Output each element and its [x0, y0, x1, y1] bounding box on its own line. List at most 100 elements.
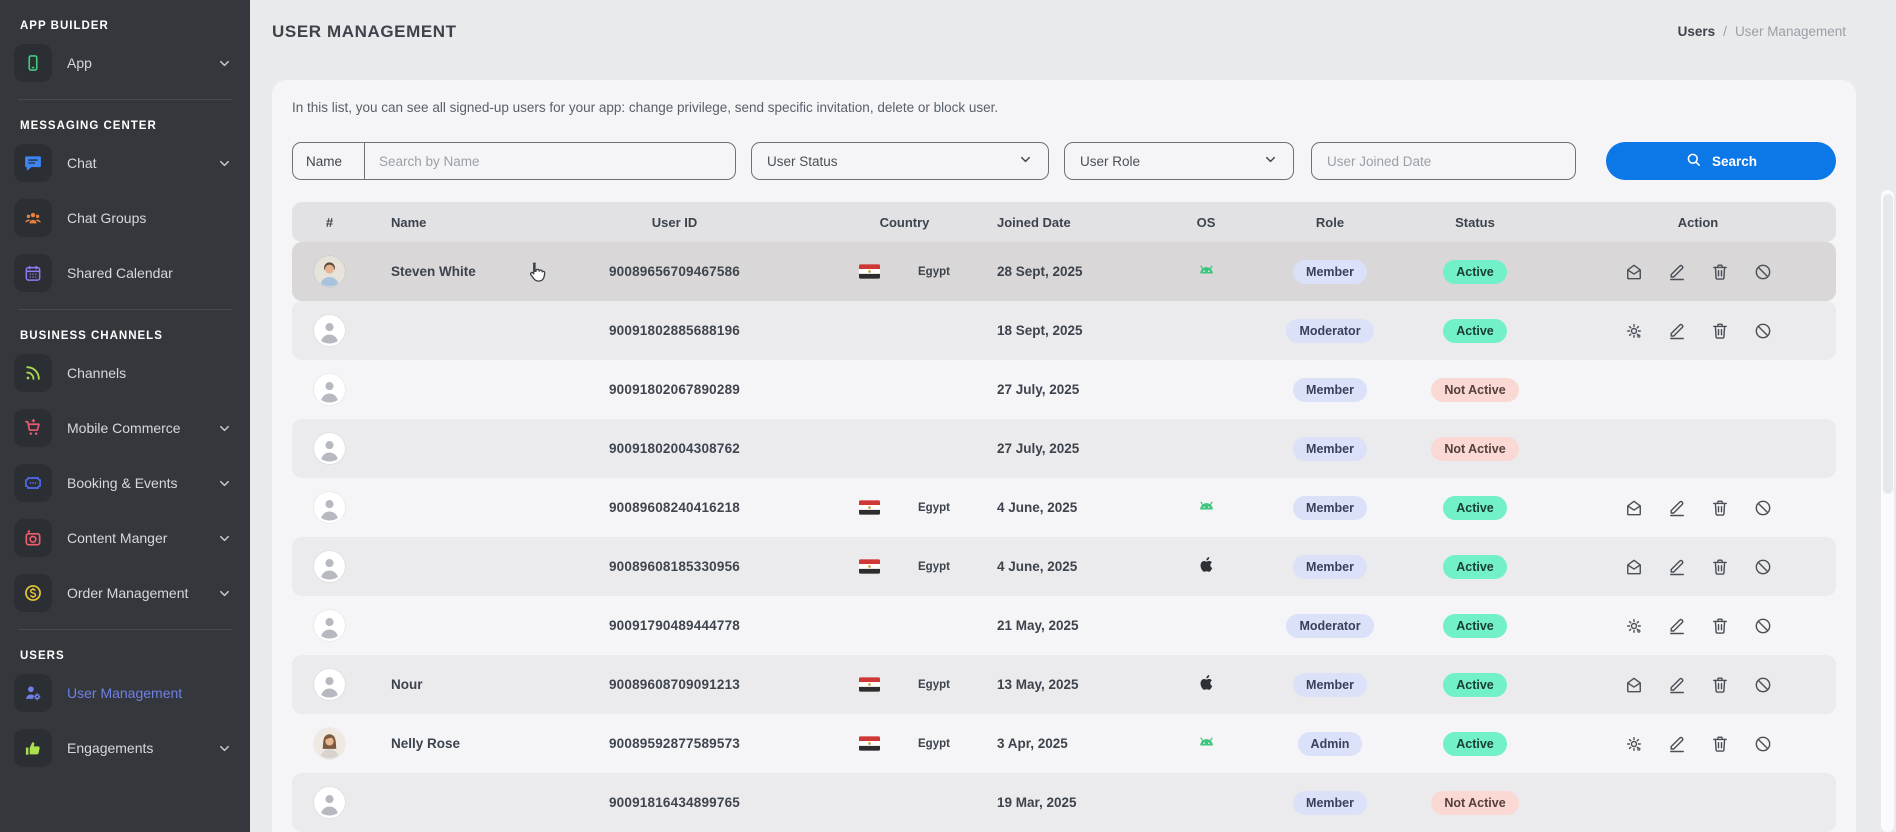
search-button[interactable]: Search	[1606, 142, 1836, 180]
table-row[interactable]: 90091790489444778 21 May, 2025 Moderator Ac…	[292, 596, 1836, 655]
pencil-icon[interactable]	[1667, 498, 1687, 518]
ban-icon[interactable]	[1753, 675, 1773, 695]
ban-icon[interactable]	[1753, 262, 1773, 282]
sidebar-item-engagements[interactable]: Engagements	[14, 729, 236, 767]
sidebar-item-app[interactable]: App	[14, 44, 236, 82]
envelope-icon[interactable]	[1624, 557, 1644, 577]
joined-date: 21 May, 2025	[997, 618, 1079, 633]
sidebar-item-chat-groups[interactable]: Chat Groups	[14, 199, 236, 237]
table-row[interactable]: 90091802885688196 18 Sept, 2025 Moderator A…	[292, 301, 1836, 360]
filters-bar: Name User Status User Role Search	[292, 142, 1836, 180]
actions-cell	[1560, 557, 1836, 577]
scrollbar-thumb[interactable]	[1882, 194, 1893, 494]
sidebar-item-user-management[interactable]: User Management	[14, 674, 236, 712]
table-row[interactable]: Nelly Rose 90089592877589573 Egypt 3 Apr, 2…	[292, 714, 1836, 773]
sidebar-item-label: Chat Groups	[67, 210, 147, 226]
breadcrumb-current: User Management	[1734, 24, 1846, 39]
sidebar-item-content-manger[interactable]: Content Manger	[14, 519, 236, 557]
male-photo-avatar	[314, 256, 345, 287]
table-row[interactable]: 90091816434899765 19 Mar, 2025 Member Not A…	[292, 773, 1836, 832]
placeholder-avatar	[314, 787, 345, 818]
column-header-name: Name	[391, 214, 427, 230]
chevron-down-icon[interactable]	[217, 741, 232, 756]
envelope-icon[interactable]	[1624, 675, 1644, 695]
user-id: 90091802067890289	[608, 382, 741, 397]
trash-icon[interactable]	[1710, 734, 1730, 754]
sidebar-item-label: Shared Calendar	[67, 265, 173, 281]
camera-icon	[14, 519, 52, 557]
sidebar-item-label: Mobile Commerce	[67, 420, 181, 436]
ban-icon[interactable]	[1753, 498, 1773, 518]
thumbs-up-icon	[14, 729, 52, 767]
chevron-down-icon[interactable]	[217, 586, 232, 601]
role-badge: Member	[1293, 554, 1367, 579]
search-combo: Name	[292, 142, 736, 180]
pencil-icon[interactable]	[1667, 557, 1687, 577]
ban-icon[interactable]	[1753, 616, 1773, 636]
search-input[interactable]	[365, 143, 735, 179]
country-cell: Egypt	[822, 677, 987, 692]
ban-icon[interactable]	[1753, 557, 1773, 577]
role-badge: Admin	[1297, 731, 1363, 756]
sidebar-item-booking-events[interactable]: Booking & Events	[14, 464, 236, 502]
ban-icon[interactable]	[1753, 734, 1773, 754]
table-row[interactable]: 90089608240416218 Egypt 4 June, 2025 Member…	[292, 478, 1836, 537]
chevron-down-icon[interactable]	[217, 156, 232, 171]
table-row[interactable]: Steven White 90089656709467586 Egypt 28 Sep…	[292, 242, 1836, 301]
chevron-down-icon[interactable]	[217, 421, 232, 436]
people-group-icon	[14, 199, 52, 237]
sidebar-section-title: BUSINESS CHANNELS	[20, 330, 163, 342]
column-header-user-id: User ID	[651, 214, 698, 230]
envelope-icon[interactable]	[1624, 262, 1644, 282]
table-row[interactable]: 90089608185330956 Egypt 4 June, 2025 Member…	[292, 537, 1836, 596]
breadcrumb-parent[interactable]: Users	[1677, 24, 1716, 39]
pencil-icon[interactable]	[1667, 675, 1687, 695]
user-role-select[interactable]: User Role	[1064, 142, 1294, 180]
rss-icon	[14, 354, 52, 392]
sidebar-item-label: User Management	[67, 685, 183, 701]
page-title: USER MANAGEMENT	[272, 22, 457, 41]
os-cell	[1142, 731, 1270, 757]
user-id: 90091802885688196	[608, 323, 741, 338]
trash-icon[interactable]	[1710, 675, 1730, 695]
os-cell	[1142, 259, 1270, 285]
trash-icon[interactable]	[1710, 321, 1730, 341]
sidebar-item-order-management[interactable]: Order Management	[14, 574, 236, 612]
placeholder-avatar	[314, 610, 345, 641]
trash-icon[interactable]	[1710, 498, 1730, 518]
sidebar-item-mobile-commerce[interactable]: Mobile Commerce	[14, 409, 236, 447]
table-row[interactable]: Nour 90089608709091213 Egypt 13 May, 2025 Me…	[292, 655, 1836, 714]
table-row[interactable]: 90091802067890289 27 July, 2025 Member Not …	[292, 360, 1836, 419]
chevron-down-icon[interactable]	[217, 56, 232, 71]
vertical-scrollbar[interactable]	[1881, 190, 1894, 832]
pencil-icon[interactable]	[1667, 321, 1687, 341]
chevron-down-icon[interactable]	[217, 531, 232, 546]
chevron-down-icon[interactable]	[217, 476, 232, 491]
table-row[interactable]: 90091802004308762 27 July, 2025 Member Not …	[292, 419, 1836, 478]
sidebar-item-channels[interactable]: Channels	[14, 354, 236, 392]
role-badge: Member	[1293, 377, 1367, 402]
pencil-icon[interactable]	[1667, 262, 1687, 282]
ban-icon[interactable]	[1753, 321, 1773, 341]
gear-icon[interactable]	[1624, 734, 1644, 754]
trash-icon[interactable]	[1710, 557, 1730, 577]
gear-icon[interactable]	[1624, 616, 1644, 636]
envelope-icon[interactable]	[1624, 498, 1644, 518]
sidebar-item-label: Order Management	[67, 585, 189, 601]
user-status-select[interactable]: User Status	[751, 142, 1049, 180]
status-badge: Active	[1443, 554, 1507, 579]
actions-cell	[1560, 616, 1836, 636]
column-header-joined-date: Joined Date	[997, 214, 1071, 230]
user-role-select-label: User Role	[1080, 153, 1141, 169]
trash-icon[interactable]	[1710, 262, 1730, 282]
search-field-select[interactable]: Name	[293, 143, 371, 179]
pencil-icon[interactable]	[1667, 616, 1687, 636]
sidebar-item-shared-calendar[interactable]: Shared Calendar	[14, 254, 236, 292]
placeholder-avatar	[314, 315, 345, 346]
gear-icon[interactable]	[1624, 321, 1644, 341]
pencil-icon[interactable]	[1667, 734, 1687, 754]
trash-icon[interactable]	[1710, 616, 1730, 636]
sidebar-item-chat[interactable]: Chat	[14, 144, 236, 182]
joined-date-input[interactable]	[1311, 142, 1576, 180]
joined-date: 27 July, 2025	[997, 382, 1080, 397]
